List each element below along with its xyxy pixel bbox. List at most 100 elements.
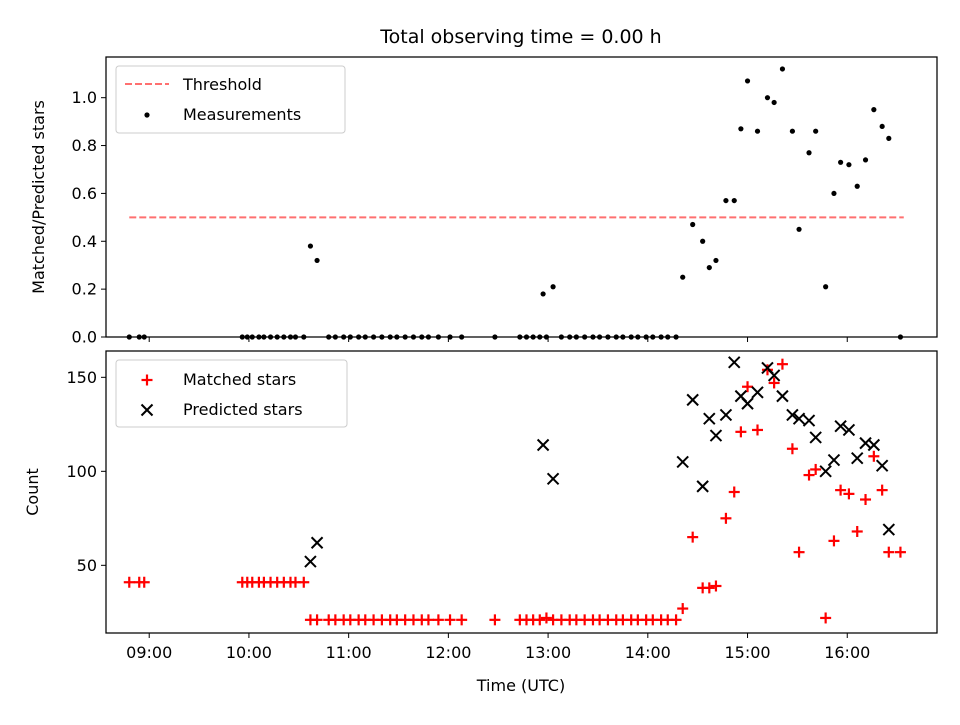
bottom-plot-area: [123, 356, 906, 626]
x-stroke-b: [802, 414, 816, 427]
measurement-point: [738, 126, 744, 132]
matched-point: [138, 576, 150, 588]
predicted-point: [867, 438, 881, 452]
x-stroke-b: [809, 431, 822, 444]
legend-threshold-label: Threshold: [182, 75, 262, 94]
x-stroke-b: [676, 455, 689, 469]
matched-point: [894, 546, 906, 558]
matched-point: [422, 614, 434, 626]
predicted-point: [304, 555, 317, 568]
predicted-point: [882, 523, 896, 536]
measurement-point: [871, 107, 877, 113]
measurement-point: [886, 135, 892, 141]
measurement-point: [846, 162, 852, 168]
predicted-point: [719, 408, 733, 422]
top-y-tick-label: 1.0: [72, 88, 97, 107]
x-stroke-b: [741, 397, 754, 410]
matched-point: [710, 580, 722, 592]
bottom-y-tick-label: 100: [66, 462, 97, 481]
legend-predicted-swatch: [140, 403, 154, 417]
bottom-x-tick-label: 13:00: [525, 643, 571, 662]
measurement-point: [831, 190, 837, 197]
bottom-y-ticks: 50 100 150: [66, 368, 106, 575]
matched-point: [876, 484, 888, 496]
matched-point: [820, 612, 832, 624]
matched-point: [534, 614, 546, 626]
top-legend-frame: [115, 65, 346, 134]
measurement-point: [680, 274, 686, 280]
measurement-point: [731, 197, 737, 204]
measurement-point: [771, 99, 777, 106]
measurement-point: [314, 257, 320, 264]
top-y-tick-label: 0.0: [72, 328, 97, 347]
predicted-point: [842, 423, 856, 437]
matched-point: [860, 494, 872, 506]
measurement-point: [789, 128, 796, 134]
matched-point: [540, 612, 552, 624]
matched-point: [735, 426, 747, 438]
predicted-point: [819, 465, 832, 478]
x-stroke-b: [827, 453, 841, 467]
top-y-tick-label: 0.6: [72, 184, 97, 203]
legend-matched-marker: [141, 374, 153, 386]
matched-point: [720, 512, 732, 524]
legend-measurements-label: Measurements: [183, 105, 301, 124]
matched-point: [786, 443, 798, 455]
matched-point: [742, 381, 754, 393]
bottom-x-tick-label: 12:00: [425, 643, 471, 662]
matched-point: [703, 582, 715, 594]
bottom-legend-frame: [115, 359, 348, 428]
predicted-point: [827, 453, 841, 467]
matched-point: [432, 614, 444, 626]
measurement-point: [690, 221, 696, 228]
measurement-point: [307, 243, 314, 249]
bottom-x-tick-label: 15:00: [724, 643, 770, 662]
bottom-legend: Matched stars Predicted stars: [115, 359, 348, 428]
matched-point: [298, 576, 310, 588]
predicted-point: [676, 455, 689, 469]
legend-matched-swatch: [141, 374, 153, 386]
top-plot-area: [126, 66, 904, 340]
matched-point: [828, 535, 840, 547]
matched-point: [677, 603, 689, 615]
x-stroke-b: [776, 389, 789, 403]
top-panel: Total observing time = 0.00 h Matched/Pr…: [29, 26, 938, 347]
measurement-point: [713, 257, 719, 264]
predicted-point: [751, 386, 764, 399]
measurement-point: [796, 226, 802, 232]
matched-point: [851, 525, 863, 537]
matched-point: [768, 377, 780, 389]
bottom-x-tick-label: 10:00: [226, 643, 272, 662]
x-stroke-b: [686, 393, 699, 407]
predicted-point: [834, 419, 847, 433]
top-y-tick-label: 0.2: [72, 280, 97, 299]
x-stroke-b: [834, 419, 847, 433]
bottom-x-tick-label: 14:00: [625, 643, 671, 662]
x-stroke-b: [842, 423, 856, 437]
x-stroke-b: [310, 536, 324, 549]
x-stroke-b: [703, 412, 716, 425]
top-y-axis-label: Matched/Predicted stars: [29, 100, 48, 294]
x-stroke-b: [536, 438, 550, 452]
x-stroke-b: [882, 523, 896, 536]
matched-point: [752, 424, 764, 436]
x-stroke-b: [786, 408, 799, 422]
matched-point: [456, 614, 468, 626]
x-stroke-b: [696, 480, 709, 493]
matched-point: [868, 450, 880, 462]
matched-point: [776, 358, 788, 370]
matched-point: [835, 484, 847, 496]
measurement-point: [706, 264, 712, 271]
chart-title: Total observing time = 0.00 h: [379, 26, 661, 48]
predicted-point: [792, 412, 806, 425]
predicted-point: [686, 393, 699, 407]
matched-point: [489, 614, 501, 626]
measurement-point: [744, 78, 751, 84]
measurement-point: [723, 197, 729, 204]
matched-point: [810, 463, 822, 475]
measurement-point: [823, 284, 829, 290]
x-stroke-b: [140, 403, 154, 417]
x-stroke-b: [719, 408, 733, 422]
x-stroke-b: [819, 465, 832, 478]
